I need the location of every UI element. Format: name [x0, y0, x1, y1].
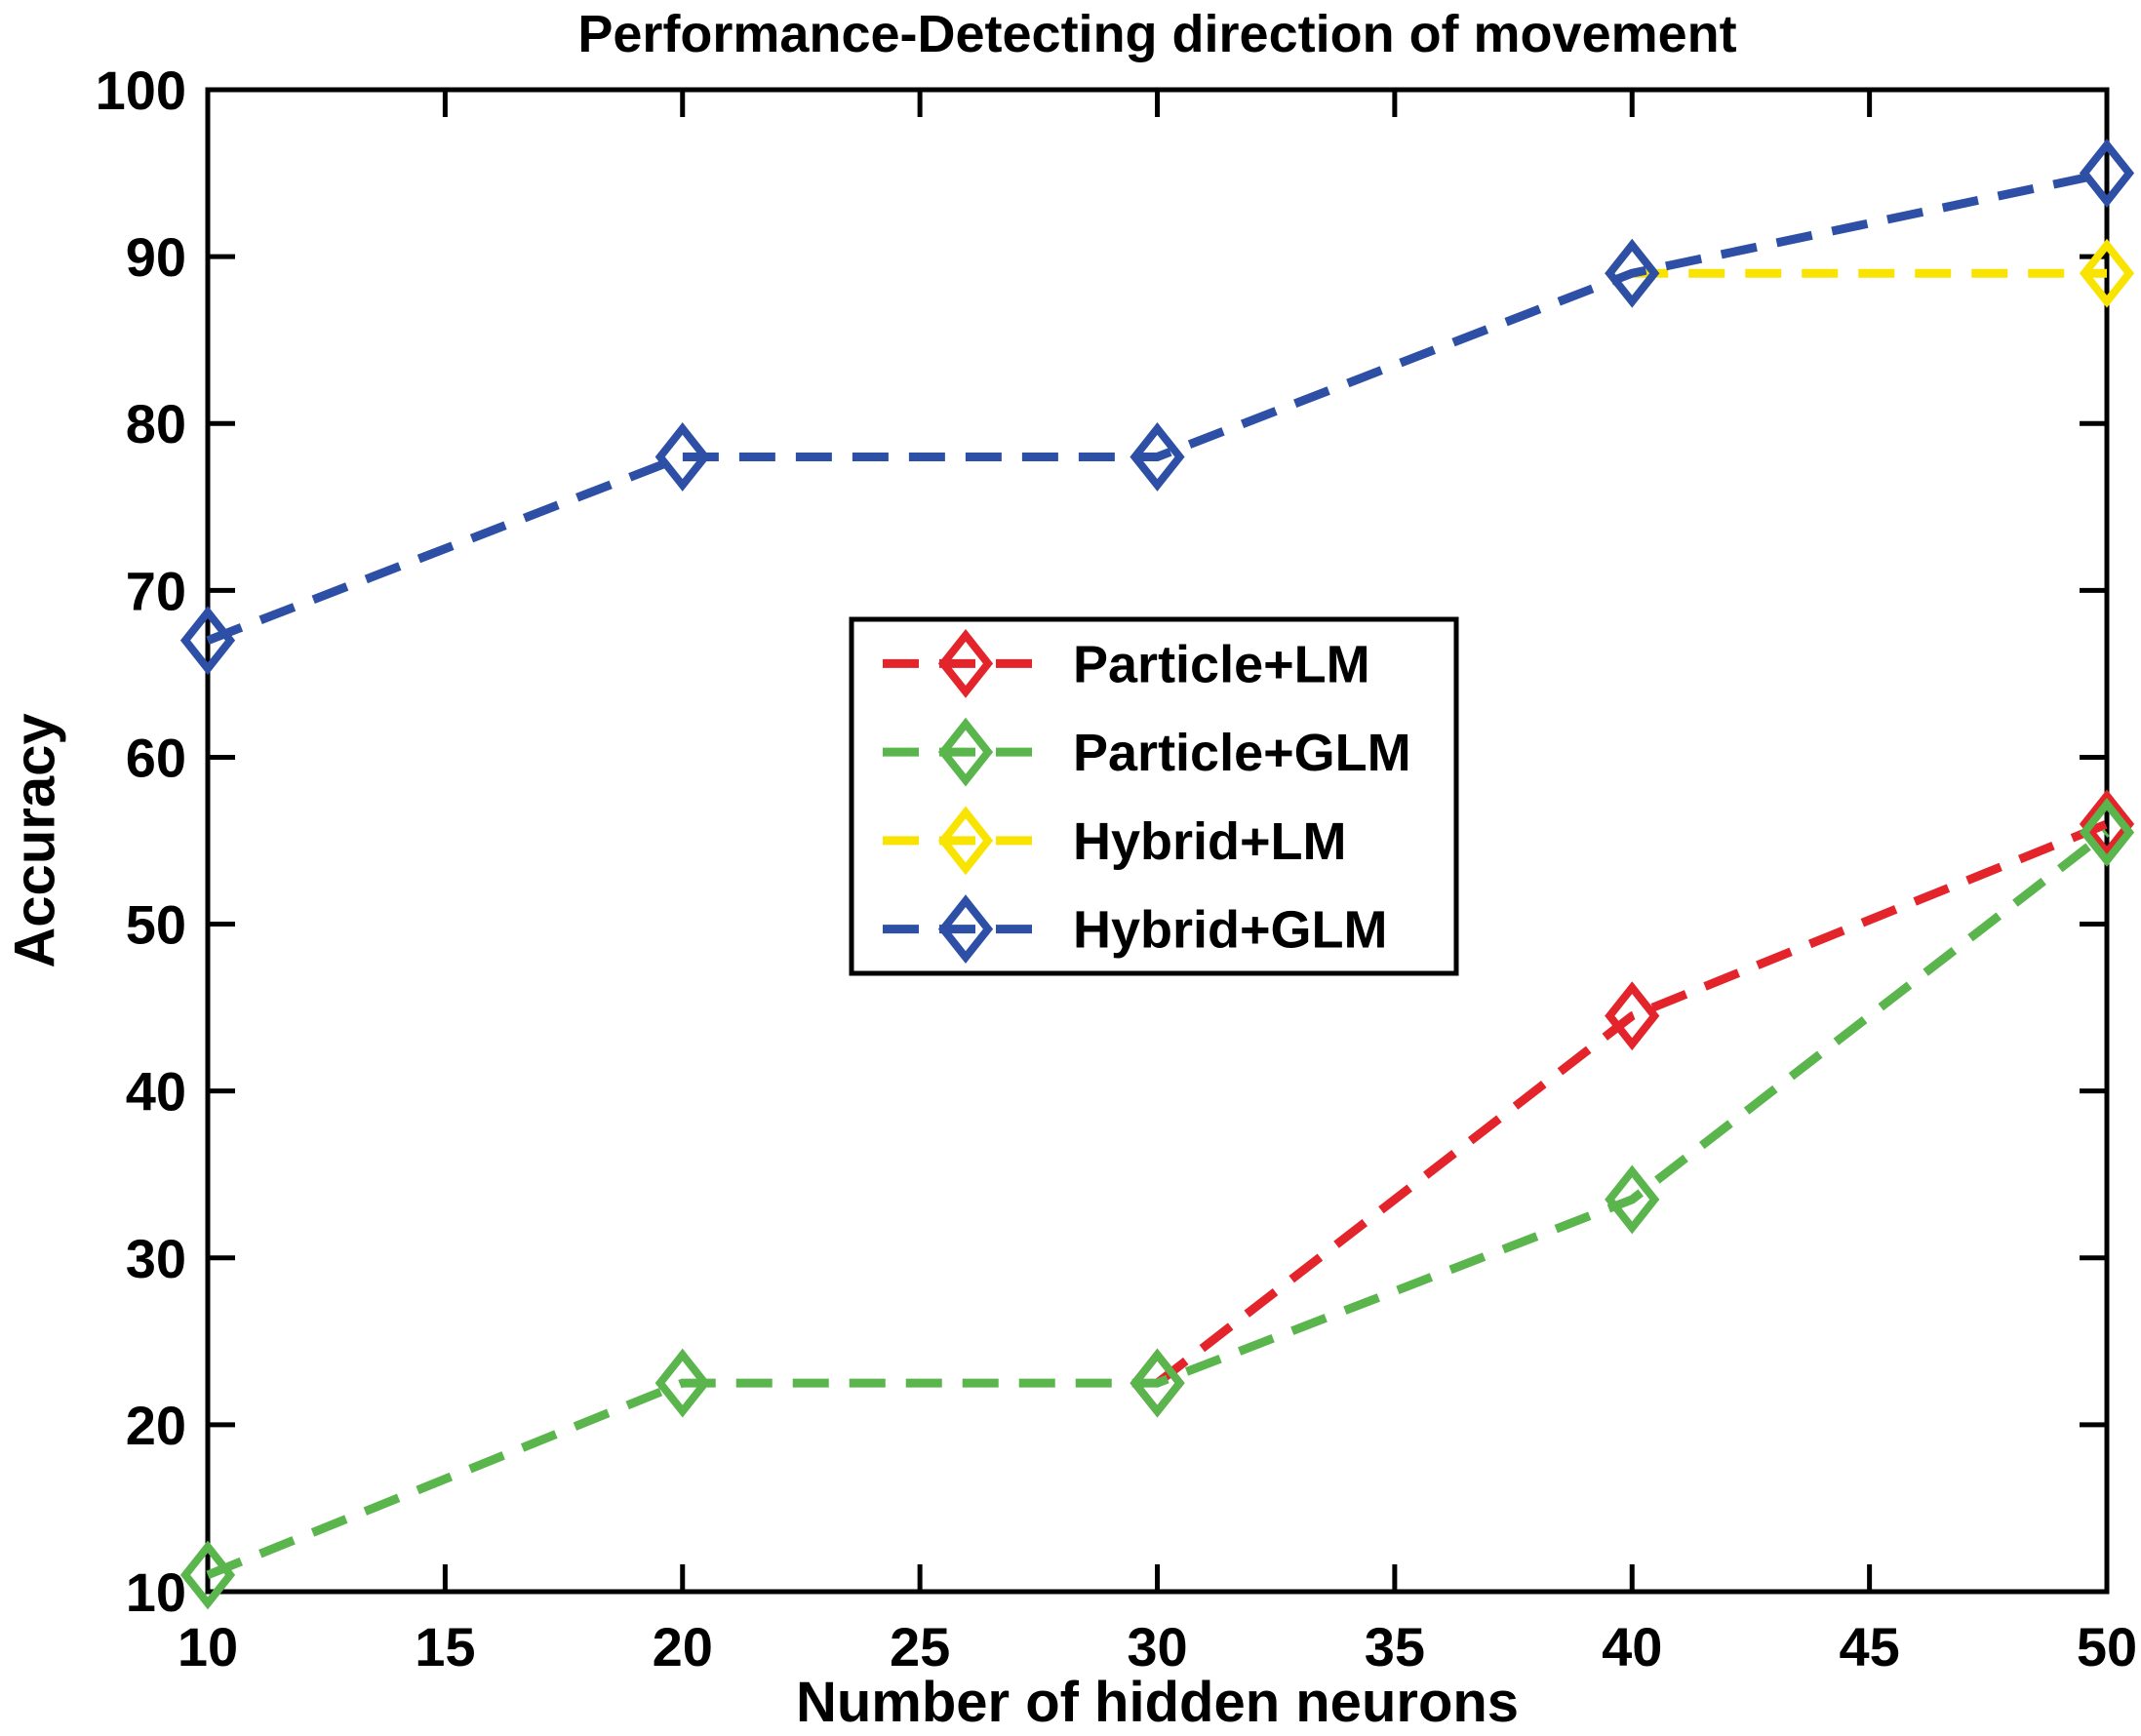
x-tick-label: 15: [415, 1616, 475, 1677]
x-tick-label: 45: [1839, 1616, 1899, 1677]
x-tick-label: 10: [178, 1616, 238, 1677]
y-axis-label: Accuracy: [3, 713, 67, 968]
series-particle-lm-marker: [1605, 981, 1660, 1051]
series-hybrid-glm-line: [206, 169, 2108, 645]
x-tick-label: 50: [2077, 1616, 2137, 1677]
series-particle-glm-marker: [654, 1348, 710, 1418]
legend-item-hybrid-glm: Hybrid+GLM: [883, 894, 1388, 965]
series-particle-glm: [179, 798, 2135, 1610]
x-tick-label: 35: [1365, 1616, 1425, 1677]
series-particle-glm-marker: [1130, 1348, 1185, 1418]
series-particle-glm-line: [206, 828, 2110, 1580]
y-tick-label: 90: [126, 226, 186, 288]
series-hybrid-glm-marker: [2079, 138, 2135, 208]
legend-marker-hybrid-lm: [937, 806, 994, 876]
legend: Particle+LM Particle+GLM Hybrid+LM Hybrid+G…: [849, 616, 1459, 976]
legend-label: Hybrid+GLM: [1073, 901, 1388, 960]
series-hybrid-lm: [1605, 238, 2135, 308]
legend-label: Particle+LM: [1073, 635, 1370, 693]
y-tick-label: 50: [126, 894, 186, 956]
legend-label: Hybrid+LM: [1073, 812, 1347, 871]
y-tick-label: 70: [126, 560, 186, 621]
y-tick-label: 40: [126, 1061, 186, 1123]
series-particle-lm-line: [1154, 819, 2109, 1387]
y-tick-label: 10: [126, 1561, 186, 1623]
x-tick-label: 40: [1602, 1616, 1662, 1677]
legend-item-hybrid-lm: Hybrid+LM: [883, 806, 1347, 876]
legend-item-particle-glm: Particle+GLM: [883, 717, 1411, 787]
series-particle-lm-marker: [2079, 789, 2135, 859]
legend-label: Particle+GLM: [1073, 724, 1411, 782]
y-tick-label: 60: [126, 727, 186, 788]
legend-marker-hybrid-glm: [937, 894, 994, 965]
x-tick-label: 30: [1127, 1616, 1187, 1677]
y-tick-label: 30: [126, 1228, 186, 1289]
series-hybrid-glm: [179, 138, 2135, 676]
x-tick-label: 25: [890, 1616, 950, 1677]
y-tick-label: 80: [126, 393, 186, 454]
series-particle-glm-marker: [1605, 1164, 1660, 1235]
series-particle-glm-marker: [2079, 798, 2135, 867]
series-hybrid-glm-marker: [179, 606, 236, 676]
series-hybrid-glm-marker: [1130, 422, 1185, 492]
x-tick-label: 20: [653, 1616, 713, 1677]
chart-title: Performance-Detecting direction of movem…: [577, 5, 1737, 63]
series-hybrid-glm-marker: [1605, 238, 1660, 308]
legend-marker-particle-glm: [937, 717, 994, 787]
x-axis-label: Number of hidden neurons: [795, 1671, 1520, 1734]
y-tick-label: 100: [96, 59, 186, 121]
series-hybrid-lm-marker: [2079, 238, 2135, 308]
legend-marker-particle-lm: [937, 628, 994, 698]
series-particle-glm-marker: [179, 1540, 236, 1610]
legend-item-particle-lm: Particle+LM: [883, 628, 1370, 698]
y-tick-label: 20: [126, 1395, 186, 1456]
series-hybrid-glm-marker: [654, 422, 710, 492]
